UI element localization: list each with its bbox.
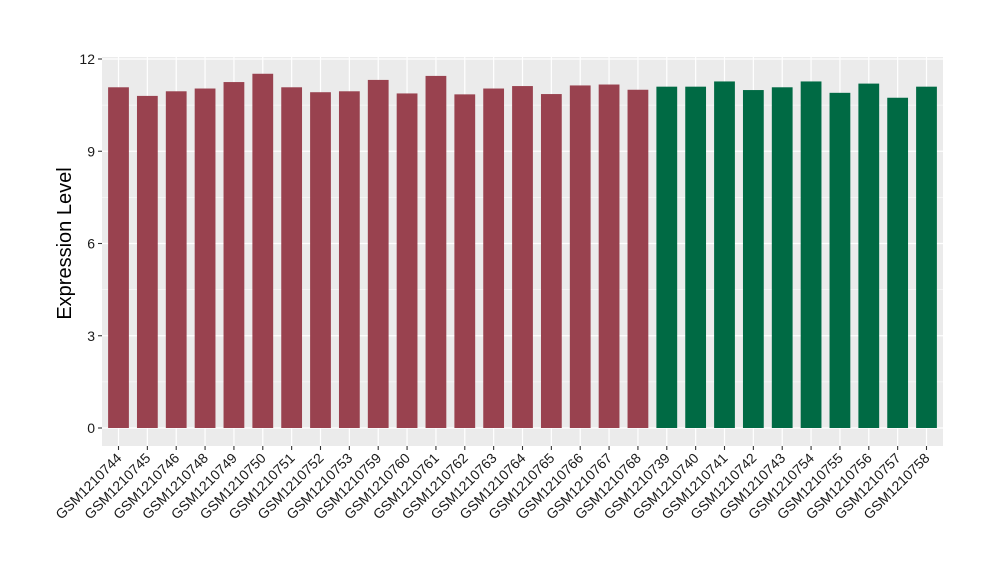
y-tick-label: 12 [79,51,95,67]
bar-GSM1210763 [483,88,505,429]
bar-GSM1210764 [512,86,533,428]
bar-GSM1210760 [396,93,418,428]
x-axis: GSM1210744GSM1210745GSM1210746GSM1210748… [52,446,933,522]
y-axis-title: Expression Level [54,167,76,319]
bar-GSM1210750 [252,73,274,428]
bar-GSM1210755 [829,92,851,428]
bar-GSM1210748 [194,88,216,429]
bars [108,73,937,429]
bar-GSM1210741 [714,81,735,428]
bar-GSM1210757 [887,97,909,429]
bar-GSM1210746 [165,91,187,428]
bar-GSM1210753 [338,91,360,428]
bar-GSM1210742 [742,90,764,429]
bar-GSM1210754 [800,81,822,428]
bar-GSM1210761 [425,75,447,428]
bar-GSM1210767 [598,84,620,429]
bar-GSM1210758 [916,86,937,429]
bar-GSM1210762 [454,94,476,429]
bar-GSM1210752 [310,92,331,429]
bar-GSM1210745 [136,95,158,429]
bar-GSM1210765 [540,94,562,429]
bar-GSM1210756 [858,83,880,428]
bar-GSM1210740 [685,86,707,429]
y-tick-label: 0 [87,420,95,436]
bar-GSM1210743 [771,87,793,428]
bar-GSM1210751 [281,87,303,428]
y-tick-label: 9 [87,143,95,159]
y-tick-label: 3 [87,328,95,344]
y-axis: 0 3 6 9 12 [79,51,102,436]
bar-GSM1210766 [569,85,591,428]
bar-GSM1210749 [223,82,245,428]
y-tick-label: 6 [87,236,95,252]
bar-GSM1210759 [367,79,389,428]
bar-GSM1210768 [627,89,649,428]
bar-GSM1210739 [656,86,678,429]
bar-GSM1210744 [108,87,129,428]
